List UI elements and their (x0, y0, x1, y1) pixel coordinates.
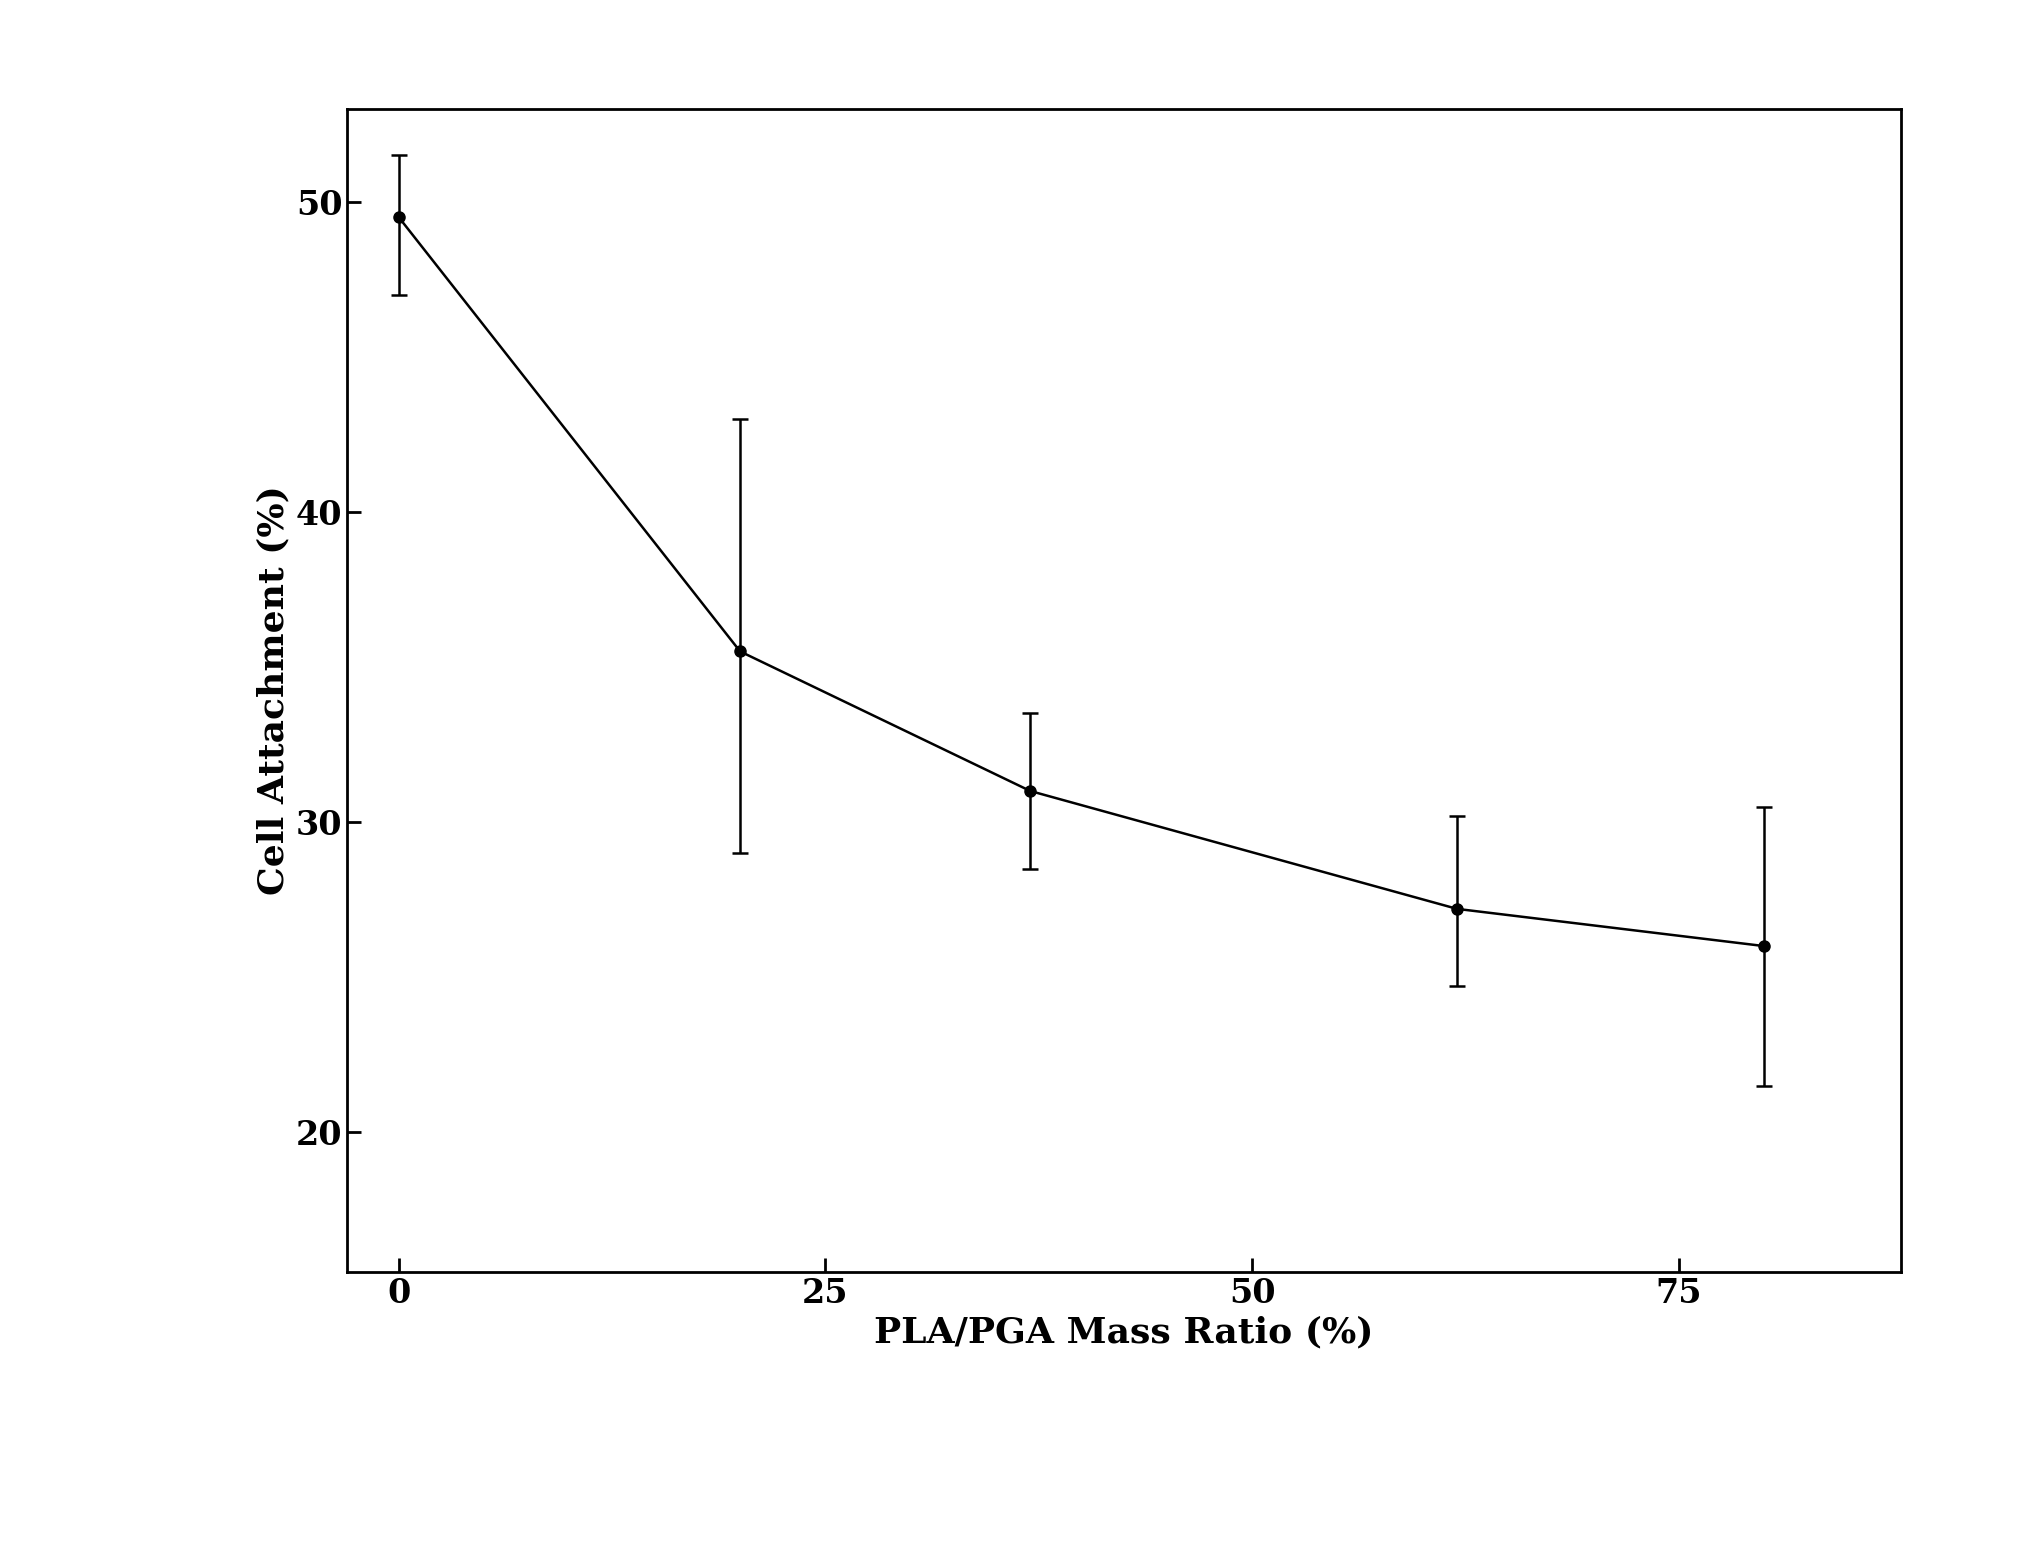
Y-axis label: Cell Attachment (%): Cell Attachment (%) (256, 485, 290, 895)
X-axis label: PLA/PGA Mass Ratio (%): PLA/PGA Mass Ratio (%) (875, 1315, 1374, 1349)
